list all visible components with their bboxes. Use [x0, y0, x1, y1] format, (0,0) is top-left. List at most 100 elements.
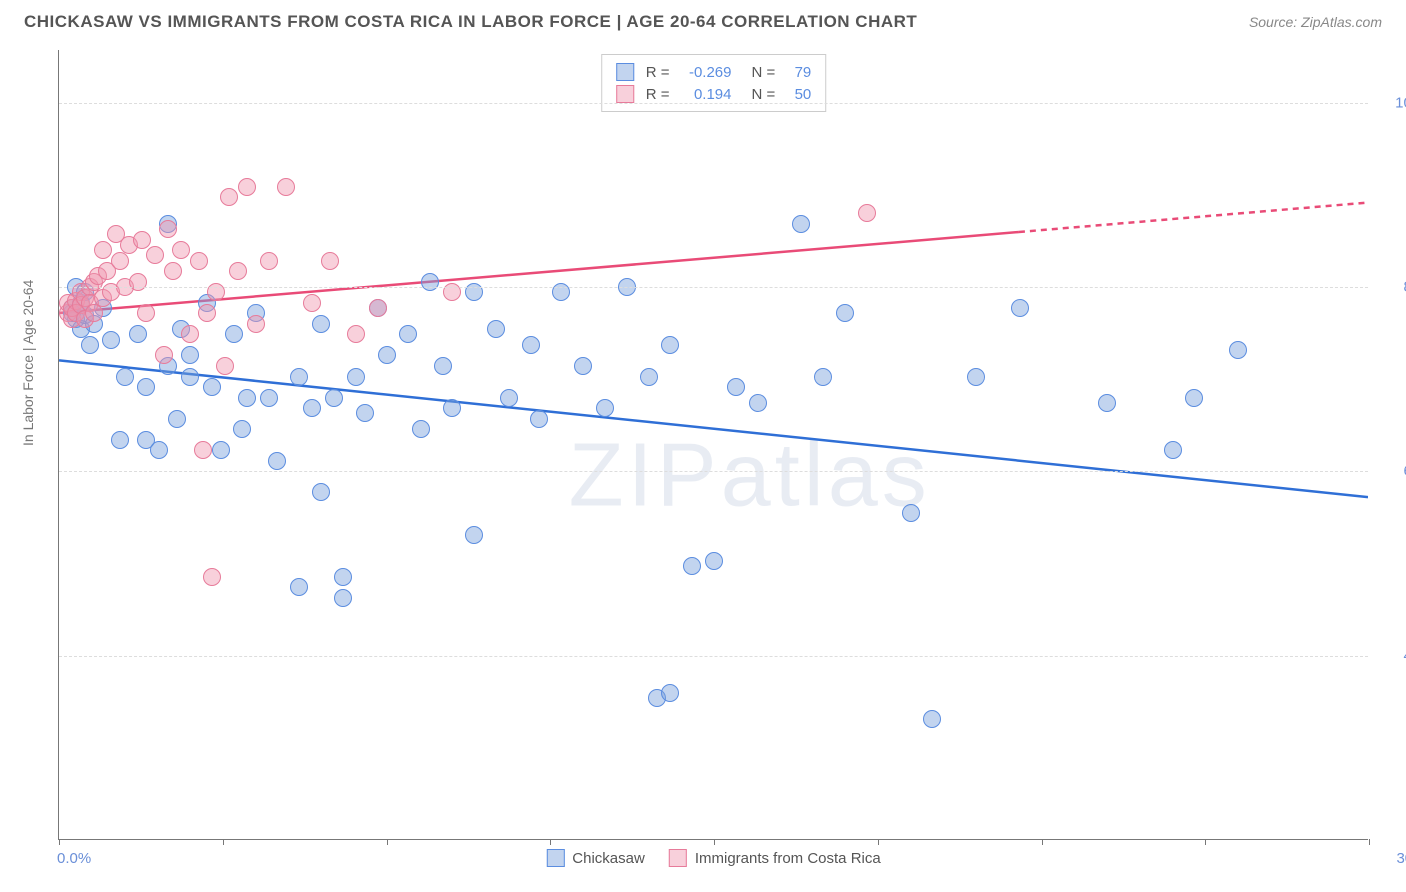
scatter-point: [212, 441, 230, 459]
scatter-point: [129, 325, 147, 343]
x-tick-label: 0.0%: [57, 850, 91, 867]
scatter-point: [172, 241, 190, 259]
n-label: N =: [752, 86, 776, 103]
scatter-point: [378, 346, 396, 364]
y-tick-label: 65.0%: [1376, 463, 1406, 480]
scatter-point: [238, 389, 256, 407]
scatter-point: [443, 283, 461, 301]
scatter-point: [312, 483, 330, 501]
scatter-point: [181, 346, 199, 364]
n-value: 79: [783, 64, 811, 81]
x-tick-mark: [1205, 839, 1206, 845]
scatter-point: [705, 552, 723, 570]
scatter-point: [198, 304, 216, 322]
scatter-point: [369, 299, 387, 317]
scatter-point: [111, 252, 129, 270]
legend-swatch: [669, 849, 687, 867]
scatter-point: [129, 273, 147, 291]
scatter-point: [164, 262, 182, 280]
scatter-point: [814, 368, 832, 386]
scatter-point: [683, 557, 701, 575]
scatter-point: [220, 188, 238, 206]
scatter-point: [181, 325, 199, 343]
r-value: -0.269: [678, 64, 732, 81]
scatter-point: [465, 526, 483, 544]
scatter-point: [137, 378, 155, 396]
scatter-point: [159, 220, 177, 238]
scatter-point: [792, 215, 810, 233]
scatter-point: [216, 357, 234, 375]
scatter-point: [347, 368, 365, 386]
legend-label: Immigrants from Costa Rica: [695, 850, 881, 867]
y-tick-label: 82.5%: [1376, 279, 1406, 296]
scatter-point: [356, 404, 374, 422]
chart-title: CHICKASAW VS IMMIGRANTS FROM COSTA RICA …: [24, 12, 917, 32]
x-tick-mark: [714, 839, 715, 845]
scatter-point: [168, 410, 186, 428]
r-label: R =: [646, 64, 670, 81]
scatter-point: [967, 368, 985, 386]
scatter-point: [146, 246, 164, 264]
scatter-point: [290, 578, 308, 596]
scatter-point: [312, 315, 330, 333]
scatter-point: [303, 399, 321, 417]
scatter-point: [238, 178, 256, 196]
scatter-point: [487, 320, 505, 338]
gridline-h: [59, 471, 1368, 472]
scatter-point: [399, 325, 417, 343]
scatter-point: [500, 389, 518, 407]
legend-swatch: [616, 63, 634, 81]
scatter-point: [443, 399, 461, 417]
scatter-point: [661, 684, 679, 702]
scatter-point: [137, 304, 155, 322]
scatter-point: [522, 336, 540, 354]
legend-swatch: [546, 849, 564, 867]
x-tick-mark: [550, 839, 551, 845]
x-tick-mark: [387, 839, 388, 845]
scatter-point: [574, 357, 592, 375]
y-tick-label: 47.5%: [1376, 647, 1406, 664]
n-value: 50: [783, 86, 811, 103]
scatter-point: [530, 410, 548, 428]
scatter-point: [1098, 394, 1116, 412]
scatter-point: [94, 241, 112, 259]
scatter-point: [203, 568, 221, 586]
scatter-point: [412, 420, 430, 438]
scatter-point: [321, 252, 339, 270]
scatter-point: [85, 304, 103, 322]
scatter-point: [260, 252, 278, 270]
x-tick-mark: [223, 839, 224, 845]
x-tick-mark: [59, 839, 60, 845]
scatter-point: [268, 452, 286, 470]
scatter-point: [1185, 389, 1203, 407]
scatter-point: [277, 178, 295, 196]
r-label: R =: [646, 86, 670, 103]
x-tick-mark: [1042, 839, 1043, 845]
scatter-point: [902, 504, 920, 522]
scatter-point: [207, 283, 225, 301]
scatter-point: [203, 378, 221, 396]
scatter-point: [290, 368, 308, 386]
scatter-point: [421, 273, 439, 291]
x-tick-mark: [1369, 839, 1370, 845]
scatter-point: [325, 389, 343, 407]
scatter-point: [749, 394, 767, 412]
scatter-point: [640, 368, 658, 386]
scatter-point: [1229, 341, 1247, 359]
r-value: 0.194: [678, 86, 732, 103]
scatter-point: [229, 262, 247, 280]
scatter-point: [155, 346, 173, 364]
gridline-h: [59, 287, 1368, 288]
scatter-point: [661, 336, 679, 354]
legend-item: Chickasaw: [546, 849, 645, 867]
n-label: N =: [752, 64, 776, 81]
scatter-point: [1011, 299, 1029, 317]
legend-swatch: [616, 85, 634, 103]
scatter-point: [260, 389, 278, 407]
scatter-point: [150, 441, 168, 459]
scatter-point: [303, 294, 321, 312]
gridline-h: [59, 103, 1368, 104]
source-label: Source: ZipAtlas.com: [1249, 14, 1382, 30]
scatter-point: [552, 283, 570, 301]
scatter-point: [923, 710, 941, 728]
